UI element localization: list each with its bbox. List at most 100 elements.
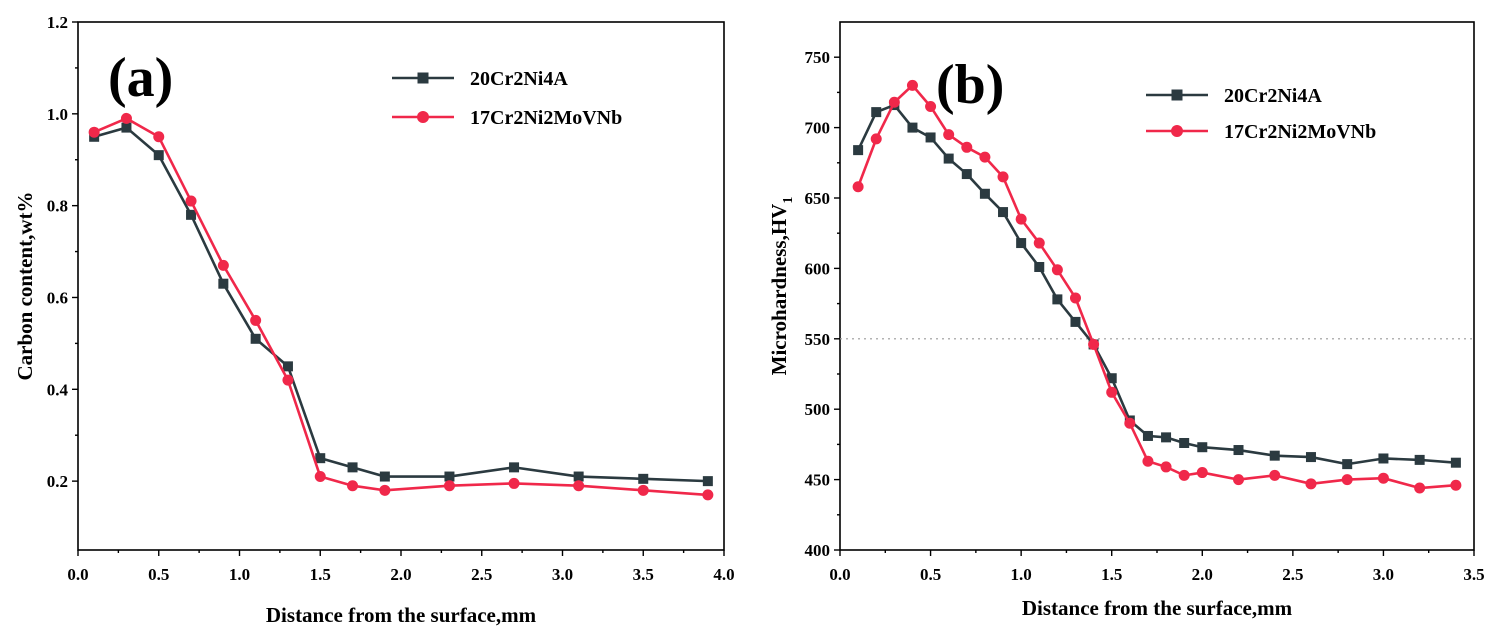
y-tick-label: 0.8: [47, 197, 68, 216]
data-point-square: [315, 453, 326, 464]
data-point-square: [1414, 454, 1425, 465]
x-tick-label: 2.5: [471, 565, 492, 584]
y-tick-label: 400: [805, 541, 831, 560]
data-point-circle: [1341, 474, 1353, 486]
legend-label: 17Cr2Ni2MoVNb: [470, 107, 622, 129]
x-tick-label: 3.0: [1373, 565, 1394, 584]
data-point-circle: [1069, 292, 1081, 304]
x-tick-label: 0.0: [829, 565, 850, 584]
x-tick-label: 2.0: [390, 565, 411, 584]
data-point-circle: [443, 480, 455, 492]
data-point-circle: [637, 484, 649, 496]
data-point-square: [1197, 442, 1208, 453]
data-point-circle: [88, 126, 100, 138]
x-tick-label: 1.0: [229, 565, 250, 584]
data-point-square: [1106, 373, 1117, 384]
data-point-circle: [185, 195, 197, 207]
plot-frame: [77, 21, 725, 551]
data-point-circle: [379, 484, 391, 496]
y-axis-title-subscript: 1: [781, 197, 796, 204]
legend-marker-square: [1171, 89, 1183, 101]
data-point-circle: [1142, 455, 1154, 467]
legend-marker-circle: [1171, 125, 1183, 137]
data-point-circle: [961, 141, 973, 153]
data-point-square: [1016, 238, 1027, 249]
series-line: [93, 126, 708, 483]
data-point-square: [907, 122, 918, 133]
data-point-square: [282, 361, 293, 372]
data-point-square: [853, 145, 864, 156]
data-point-square: [347, 462, 358, 473]
data-point-circle: [1377, 472, 1389, 484]
x-tick-label: 1.5: [1101, 565, 1122, 584]
data-point-circle: [153, 131, 165, 143]
legend-item: 20Cr2Ni4A: [392, 68, 568, 90]
legend-item: 17Cr2Ni2MoVNb: [1146, 121, 1376, 143]
y-axis-title: Carbon content,wt%: [13, 192, 37, 381]
data-point-square: [1052, 294, 1063, 305]
data-point-circle: [250, 314, 262, 326]
data-point-square: [702, 476, 713, 487]
data-point-square: [998, 207, 1009, 218]
data-point-square: [444, 471, 455, 482]
data-point-circle: [508, 477, 520, 489]
x-tick-label: 2.0: [1192, 565, 1213, 584]
data-point-square: [925, 132, 936, 143]
data-point-circle: [888, 96, 900, 108]
data-point-square: [509, 462, 520, 473]
y-axis-title: Microhardness,HV1: [767, 197, 796, 376]
data-point-circle: [573, 480, 585, 492]
legend-marker-circle: [417, 111, 429, 123]
data-point-circle: [906, 79, 918, 91]
data-point-circle: [1178, 469, 1190, 481]
data-point-circle: [852, 181, 864, 193]
data-point-square: [1142, 430, 1153, 441]
series-1: [88, 112, 714, 501]
data-point-square: [1450, 457, 1461, 468]
legend-label: 20Cr2Ni4A: [1224, 85, 1322, 107]
data-point-square: [1342, 459, 1353, 470]
data-point-square: [871, 107, 882, 118]
legend: 20Cr2Ni4A 17Cr2Ni2MoVNb: [1146, 85, 1376, 143]
data-point-square: [250, 333, 261, 344]
y-tick-label: 700: [805, 119, 831, 138]
data-point-square: [1305, 452, 1316, 463]
x-axis-title: Distance from the surface,mm: [1022, 596, 1293, 620]
data-point-circle: [702, 489, 714, 501]
data-point-circle: [870, 133, 882, 145]
data-point-square: [1179, 437, 1190, 448]
data-point-square: [961, 169, 972, 180]
x-tick-label: 1.0: [1011, 565, 1032, 584]
data-point-square: [979, 188, 990, 199]
series-0: [89, 122, 713, 487]
data-point-circle: [1450, 479, 1462, 491]
data-point-circle: [1305, 478, 1317, 490]
y-axis-title-text: Carbon content,wt%: [13, 192, 37, 381]
x-tick-label: 3.5: [633, 565, 654, 584]
panel-label: (a): [108, 47, 173, 109]
legend: 20Cr2Ni4A 17Cr2Ni2MoVNb: [392, 68, 622, 129]
data-point-circle: [1124, 417, 1136, 429]
data-point-circle: [217, 259, 229, 271]
data-point-circle: [1051, 264, 1063, 276]
data-point-circle: [1015, 213, 1027, 225]
legend-label: 17Cr2Ni2MoVNb: [1224, 121, 1376, 143]
x-tick-label: 2.5: [1282, 565, 1303, 584]
x-tick-label: 0.0: [67, 565, 88, 584]
data-point-square: [379, 471, 390, 482]
data-point-circle: [282, 374, 294, 386]
legend-marker-square: [417, 72, 429, 84]
data-point-circle: [1033, 237, 1045, 249]
data-point-circle: [347, 480, 359, 492]
data-point-circle: [1160, 461, 1172, 473]
data-point-square: [1269, 450, 1280, 461]
y-tick-label: 550: [805, 330, 831, 349]
data-point-circle: [997, 171, 1009, 183]
x-tick-label: 0.5: [148, 565, 169, 584]
data-point-square: [1161, 432, 1172, 443]
data-point-square: [153, 150, 164, 161]
data-point-circle: [314, 471, 326, 483]
y-axis-title-text: Microhardness,HV: [767, 204, 791, 376]
series-line: [93, 117, 708, 497]
